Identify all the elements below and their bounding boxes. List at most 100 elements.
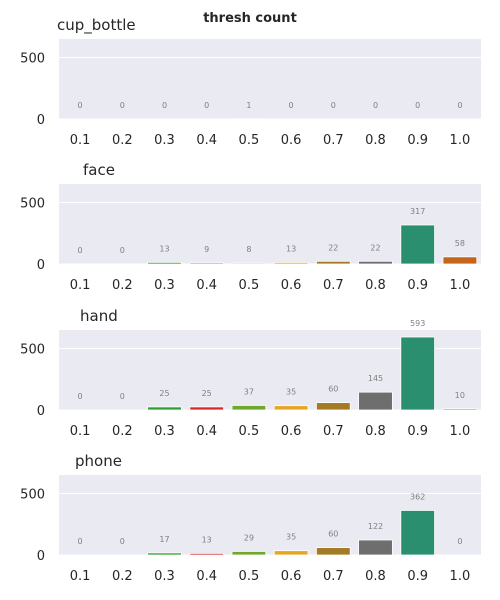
x-tick-label: 0.3 — [154, 278, 175, 293]
x-tick-label: 0.7 — [323, 424, 344, 439]
bar-value-label: 8 — [246, 245, 251, 254]
bar-value-label: 0 — [331, 101, 336, 110]
bar-0.8 — [358, 539, 393, 556]
subplot-hand: 0 500 hand 0 0.1 0 0.2 25 0.3 25 0.4 37 0.5 35 0.6 60 0.… — [20, 307, 481, 439]
x-tick-label: 0.6 — [281, 133, 302, 148]
bar-value-label: 145 — [368, 374, 383, 383]
bar-value-label: 0 — [120, 246, 125, 255]
bar-value-label: 13 — [159, 244, 169, 253]
x-tick-label: 0.9 — [407, 569, 428, 584]
subplot-title: cup_bottle — [57, 16, 136, 35]
bar-0.3 — [147, 261, 182, 265]
x-tick-label: 0.2 — [112, 424, 133, 439]
bar-value-label: 0 — [78, 537, 83, 546]
x-tick-label: 0.7 — [323, 133, 344, 148]
bar-0.8 — [358, 260, 393, 265]
subplot-phone: 0 500 phone 0 0.1 0 0.2 17 0.3 13 0.4 29 0.5 35 0.6 60 0… — [20, 452, 481, 584]
x-tick-label: 1.0 — [450, 569, 471, 584]
bar-value-label: 13 — [202, 535, 212, 544]
y-tick-label: 500 — [20, 51, 45, 66]
bar-value-label: 58 — [455, 239, 465, 248]
x-tick-label: 0.2 — [112, 569, 133, 584]
bar-value-label: 0 — [162, 101, 167, 110]
bar-value-label: 22 — [328, 243, 338, 252]
x-tick-label: 0.9 — [407, 133, 428, 148]
bar-value-label: 10 — [455, 391, 465, 400]
bar-value-label: 25 — [202, 389, 212, 398]
bar-value-label: 13 — [286, 244, 296, 253]
x-tick-label: 0.5 — [239, 133, 260, 148]
x-tick-label: 0.3 — [154, 133, 175, 148]
y-tick-label: 500 — [20, 487, 45, 502]
x-tick-label: 1.0 — [450, 278, 471, 293]
x-tick-label: 0.8 — [365, 424, 386, 439]
x-tick-label: 0.7 — [323, 569, 344, 584]
bar-value-label: 0 — [120, 392, 125, 401]
bar-value-label: 25 — [159, 389, 169, 398]
bar-value-label: 35 — [286, 388, 296, 397]
bar-value-label: 0 — [78, 246, 83, 255]
bar-value-label: 0 — [78, 101, 83, 110]
bar-value-label: 0 — [78, 392, 83, 401]
bar-value-label: 1 — [246, 101, 251, 110]
subplot-title: phone — [75, 452, 122, 470]
subplot-title: face — [83, 161, 115, 179]
x-tick-label: 0.8 — [365, 278, 386, 293]
bar-0.5 — [231, 405, 267, 411]
y-tick-label: 500 — [20, 196, 45, 211]
y-tick-label: 0 — [37, 549, 45, 564]
bar-value-label: 29 — [244, 533, 254, 542]
bar-value-label: 0 — [204, 101, 209, 110]
x-tick-label: 0.7 — [323, 278, 344, 293]
bar-0.3 — [147, 552, 182, 556]
bar-value-label: 0 — [120, 101, 125, 110]
bar-value-label: 362 — [410, 492, 425, 501]
bar-0.7 — [316, 547, 351, 556]
bar-0.9 — [400, 336, 435, 411]
bar-value-label: 0 — [457, 537, 462, 546]
x-tick-label: 0.6 — [281, 278, 302, 293]
bar-value-label: 22 — [370, 243, 380, 252]
y-tick-label: 0 — [37, 113, 45, 128]
subplot-cup_bottle: 0 500 cup_bottle 0 0.1 0 0.2 0 0.3 0 0.4 1 0.5 0 0.6 0 0… — [20, 16, 481, 148]
bar-0.6 — [273, 261, 309, 265]
x-tick-label: 0.6 — [281, 569, 302, 584]
x-tick-label: 1.0 — [450, 133, 471, 148]
bar-1.0 — [442, 408, 478, 411]
bar-value-label: 17 — [159, 535, 169, 544]
bar-0.6 — [273, 405, 309, 411]
x-tick-label: 0.1 — [70, 133, 91, 148]
x-tick-label: 0.4 — [196, 569, 217, 584]
x-tick-label: 0.5 — [239, 569, 260, 584]
x-tick-label: 0.1 — [70, 424, 91, 439]
bar-value-label: 317 — [410, 207, 425, 216]
x-tick-label: 0.1 — [70, 569, 91, 584]
bar-value-label: 0 — [415, 101, 420, 110]
bar-0.9 — [400, 224, 435, 265]
bar-0.3 — [147, 406, 182, 411]
bar-value-label: 0 — [120, 537, 125, 546]
bar-0.7 — [316, 402, 351, 411]
bar-0.6 — [273, 550, 309, 556]
x-tick-label: 0.3 — [154, 569, 175, 584]
bar-0.4 — [189, 553, 224, 556]
x-tick-label: 0.2 — [112, 133, 133, 148]
bar-value-label: 0 — [373, 101, 378, 110]
bar-value-label: 593 — [410, 319, 425, 328]
x-tick-label: 0.4 — [196, 133, 217, 148]
bar-1.0 — [442, 256, 478, 265]
bar-0.8 — [358, 391, 393, 411]
bar-0.5 — [231, 262, 267, 265]
x-tick-label: 0.4 — [196, 424, 217, 439]
bar-value-label: 0 — [457, 101, 462, 110]
x-tick-label: 0.4 — [196, 278, 217, 293]
x-tick-label: 0.5 — [239, 424, 260, 439]
bar-value-label: 60 — [328, 530, 338, 539]
x-tick-label: 0.6 — [281, 424, 302, 439]
x-tick-label: 0.1 — [70, 278, 91, 293]
bar-0.4 — [189, 406, 224, 411]
subplot-face: 0 500 face 0 0.1 0 0.2 13 0.3 9 0.4 8 0.5 13 0.6 22 0.7 2… — [20, 161, 481, 293]
bar-value-label: 35 — [286, 533, 296, 542]
x-tick-label: 0.9 — [407, 424, 428, 439]
